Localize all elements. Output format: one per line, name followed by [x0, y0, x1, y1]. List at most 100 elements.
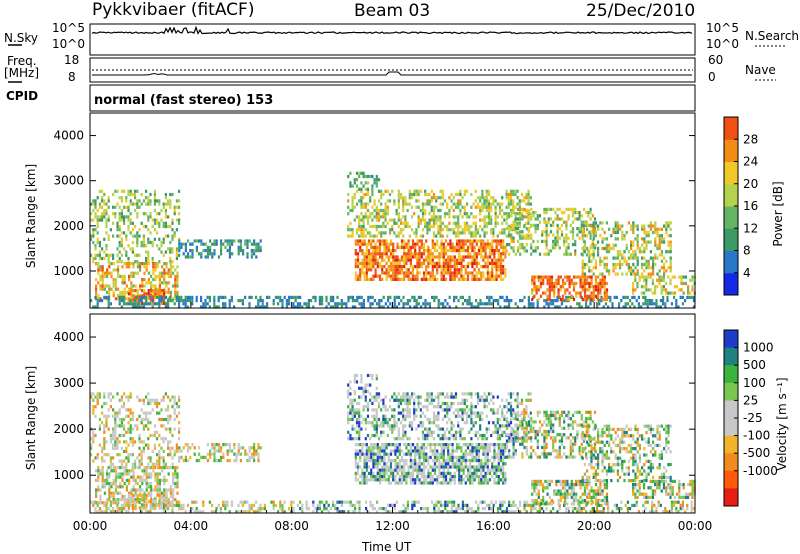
- heatmap-cell: [463, 224, 466, 229]
- heatmap-cell: [361, 242, 364, 246]
- heatmap-cell: [429, 258, 432, 262]
- heatmap-cell: [643, 256, 646, 260]
- heatmap-cell: [167, 417, 170, 422]
- heatmap-cell: [402, 208, 405, 213]
- heatmap-cell: [360, 187, 363, 191]
- heatmap-cell: [365, 507, 368, 511]
- heatmap-cell: [98, 510, 101, 514]
- heatmap-cell: [95, 278, 98, 282]
- heatmap-cell: [527, 305, 530, 309]
- heatmap-cell: [97, 265, 100, 269]
- heatmap-cell: [106, 271, 109, 275]
- heatmap-cell: [200, 305, 203, 309]
- heatmap-cell: [112, 501, 115, 505]
- heatmap-cell: [290, 503, 293, 507]
- heatmap-cell: [101, 478, 104, 482]
- heatmap-cell: [134, 192, 137, 197]
- heatmap-cell: [142, 449, 145, 454]
- heatmap-cell: [652, 259, 655, 263]
- heatmap-cell: [363, 255, 366, 259]
- heatmap-cell: [109, 456, 112, 460]
- heatmap-cell: [453, 503, 456, 507]
- heatmap-cell: [175, 299, 178, 303]
- heatmap-cell: [217, 255, 220, 259]
- heatmap-cell: [656, 243, 659, 247]
- heatmap-cell: [392, 274, 395, 278]
- heatmap-cell: [360, 199, 363, 203]
- heatmap-cell: [447, 265, 450, 269]
- heatmap-cell: [356, 500, 359, 504]
- heatmap-cell: [620, 500, 623, 504]
- heatmap-cell: [150, 290, 153, 294]
- heatmap-cell: [156, 244, 159, 248]
- heatmap-cell: [403, 277, 406, 281]
- heatmap-cell: [393, 202, 396, 206]
- heatmap-cell: [139, 491, 142, 495]
- heatmap-cell: [490, 507, 493, 511]
- heatmap-cell: [105, 218, 108, 222]
- heatmap-cell: [649, 250, 652, 254]
- heatmap-cell: [150, 284, 153, 288]
- heatmap-cell: [422, 277, 426, 281]
- heatmap-cell: [439, 208, 442, 213]
- heatmap-cell: [468, 231, 471, 235]
- heatmap-cell: [632, 281, 635, 286]
- heatmap-cell: [160, 408, 163, 412]
- heatmap-cell: [152, 265, 155, 269]
- heatmap-cell: [444, 271, 448, 275]
- heatmap-cell: [107, 196, 110, 200]
- heatmap-cell: [356, 277, 360, 281]
- heatmap-cell: [663, 262, 666, 267]
- heatmap-cell: [220, 446, 223, 450]
- heatmap-cell: [380, 398, 383, 402]
- heatmap-cell: [95, 478, 98, 482]
- heatmap-cell: [681, 302, 684, 306]
- heatmap-cell: [96, 503, 99, 507]
- heatmap-cell: [380, 424, 383, 428]
- heatmap-cell: [362, 202, 365, 206]
- heatmap-cell: [543, 230, 546, 234]
- heatmap-cell: [402, 228, 405, 232]
- heatmap-cell: [572, 297, 576, 302]
- heatmap-cell: [449, 242, 452, 246]
- heatmap-cell: [112, 395, 115, 399]
- heatmap-cell: [619, 250, 622, 254]
- heatmap-cell: [231, 242, 234, 246]
- heatmap-cell: [107, 453, 110, 457]
- heatmap-cell: [244, 500, 247, 504]
- heatmap-cell: [525, 215, 528, 219]
- heatmap-cell: [454, 202, 458, 206]
- heatmap-cell: [417, 405, 420, 409]
- heatmap-cell: [563, 243, 566, 247]
- heatmap-cell: [518, 205, 521, 209]
- heatmap-cell: [482, 249, 485, 253]
- heatmap-cell: [494, 224, 497, 229]
- heatmap-cell: [491, 249, 494, 253]
- heatmap-cell: [539, 281, 543, 286]
- heatmap-cell: [136, 231, 139, 235]
- heatmap-cell: [123, 498, 126, 502]
- heatmap-cell: [623, 234, 626, 238]
- heatmap-cell: [142, 237, 145, 241]
- heatmap-cell: [505, 214, 509, 218]
- heatmap-cell: [531, 278, 534, 282]
- heatmap-cell: [138, 205, 141, 209]
- heatmap-cell: [462, 277, 465, 281]
- heatmap-cell: [376, 302, 379, 306]
- heatmap-cell: [665, 224, 668, 228]
- heatmap-cell: [145, 485, 148, 489]
- heatmap-cell: [169, 427, 172, 431]
- heatmap-cell: [459, 199, 462, 203]
- heatmap-cell: [152, 290, 155, 294]
- heatmap-cell: [560, 233, 564, 237]
- heatmap-cell: [396, 277, 399, 281]
- heatmap-cell: [408, 224, 411, 229]
- heatmap-cell: [435, 199, 438, 203]
- heatmap-cell: [132, 271, 135, 275]
- heatmap-cell: [497, 265, 500, 269]
- heatmap-cell: [154, 478, 157, 482]
- heatmap-cell: [512, 503, 515, 507]
- heatmap-cell: [553, 285, 556, 289]
- heatmap-cell: [118, 433, 121, 438]
- heatmap-cell: [663, 266, 666, 270]
